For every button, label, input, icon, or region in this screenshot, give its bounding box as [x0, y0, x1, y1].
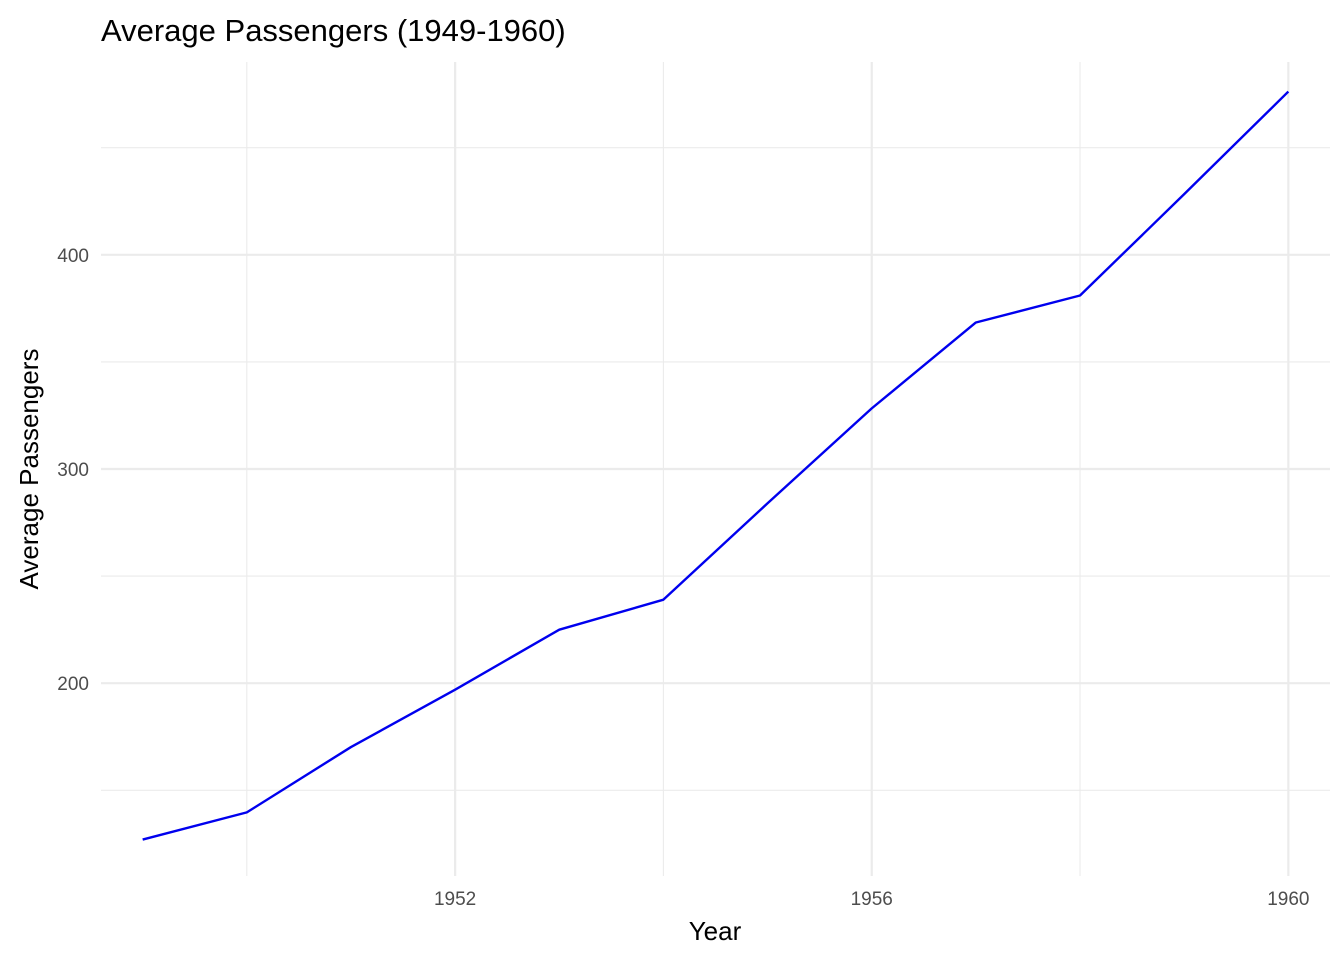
x-tick-label-1952: 1952	[434, 889, 476, 910]
chart-title: Average Passengers (1949-1960)	[101, 13, 566, 48]
series-line-0	[142, 90, 1290, 841]
x-axis-title: Year	[689, 916, 742, 946]
major-gridlines	[101, 62, 1330, 876]
series-layer	[142, 90, 1290, 841]
y-axis-title: Average Passengers	[14, 349, 44, 590]
y-axis-tick-labels: 200 300 400	[57, 246, 89, 695]
x-tick-label-1956: 1956	[851, 889, 893, 910]
y-tick-label-200: 200	[57, 674, 89, 695]
x-tick-label-1960: 1960	[1267, 889, 1309, 910]
x-axis-tick-labels: 1952 1956 1960	[434, 889, 1310, 910]
y-tick-label-400: 400	[57, 246, 89, 267]
y-tick-label-300: 300	[57, 460, 89, 481]
